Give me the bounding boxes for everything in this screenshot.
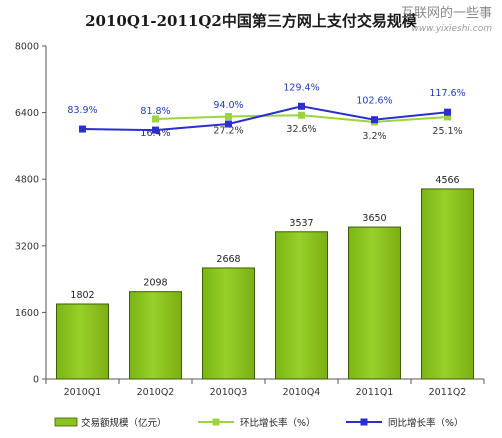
bar-value-label: 3650 bbox=[362, 213, 386, 224]
legend-swatch-qoq-marker bbox=[212, 418, 220, 426]
x-tick-label: 2010Q3 bbox=[210, 387, 248, 398]
qoq-point bbox=[298, 111, 305, 119]
bar bbox=[421, 188, 474, 380]
x-tick-label: 2010Q2 bbox=[137, 387, 175, 398]
yoy-point bbox=[371, 116, 378, 124]
yoy-label: 129.4% bbox=[283, 82, 319, 93]
y-tick-label: 1600 bbox=[15, 308, 39, 319]
bar-value-label: 2098 bbox=[143, 278, 167, 289]
y-tick-label: 8000 bbox=[15, 42, 39, 53]
y-tick-label: 0 bbox=[33, 375, 39, 386]
yoy-label: 83.9% bbox=[67, 105, 97, 116]
x-tick-label: 2011Q2 bbox=[429, 387, 467, 398]
bar-value-label: 1802 bbox=[70, 290, 94, 301]
bar bbox=[275, 231, 328, 380]
x-tick-label: 2011Q1 bbox=[356, 387, 394, 398]
x-tick-label: 2010Q1 bbox=[64, 387, 102, 398]
yoy-label: 94.0% bbox=[213, 100, 243, 111]
yoy-point bbox=[225, 120, 232, 128]
qoq-label: 27.2% bbox=[213, 125, 243, 136]
bar-value-label: 4566 bbox=[435, 175, 459, 186]
legend-swatch-yoy-marker bbox=[360, 418, 368, 426]
legend-label: 环比增长率（%） bbox=[240, 417, 316, 429]
watermark-text: 互联网的一些事 bbox=[401, 5, 492, 21]
y-tick-label: 6400 bbox=[15, 108, 39, 119]
qoq-label: 32.6% bbox=[286, 124, 316, 135]
legend-label: 同比增长率（%） bbox=[388, 417, 464, 429]
qoq-point bbox=[225, 112, 232, 120]
plot-area: 0 1600 3200 4800 6400 8000 2010Q1 2010Q2 2010Q3 2… bbox=[15, 42, 485, 398]
yoy-point bbox=[444, 108, 451, 116]
legend: 交易额规模（亿元） 环比增长率（%） 同比增长率（%） bbox=[54, 417, 464, 429]
yoy-label: 81.8% bbox=[140, 106, 170, 117]
yoy-point bbox=[298, 102, 305, 110]
watermark-url: www.yixieshi.com bbox=[411, 24, 492, 34]
x-tick-label: 2010Q4 bbox=[283, 387, 321, 398]
qoq-label: 3.2% bbox=[362, 131, 386, 142]
chart-title: 2010Q1-2011Q2中国第三方网上支付交易规模 bbox=[85, 12, 418, 30]
yoy-line bbox=[82, 105, 448, 132]
qoq-label: 25.1% bbox=[432, 126, 462, 137]
y-tick-label: 3200 bbox=[15, 241, 39, 252]
y-tick-label: 4800 bbox=[15, 175, 39, 186]
bar bbox=[348, 226, 401, 380]
bar-value-label: 2668 bbox=[216, 254, 240, 265]
yoy-point bbox=[152, 126, 159, 134]
yoy-label: 117.6% bbox=[429, 88, 465, 99]
legend-label: 交易额规模（亿元） bbox=[81, 417, 167, 429]
bar bbox=[202, 267, 255, 380]
yoy-label: 102.6% bbox=[356, 96, 392, 107]
bar bbox=[129, 291, 182, 380]
qoq-point bbox=[444, 113, 451, 121]
bar bbox=[56, 303, 109, 380]
yoy-point bbox=[79, 125, 86, 133]
bar-value-label: 3537 bbox=[289, 218, 313, 229]
legend-swatch-bar bbox=[54, 417, 78, 427]
qoq-point bbox=[152, 115, 159, 123]
